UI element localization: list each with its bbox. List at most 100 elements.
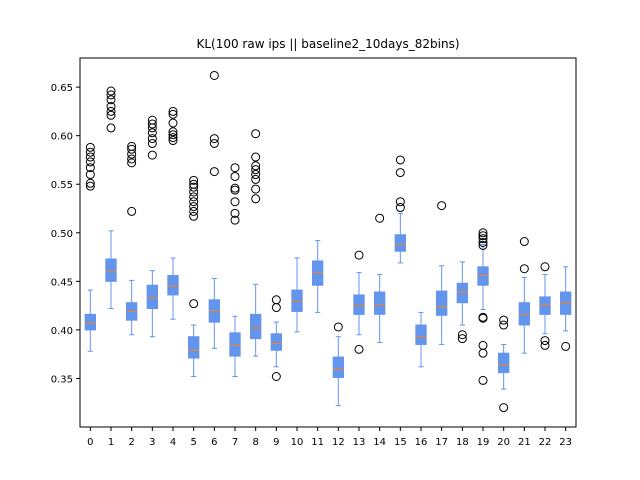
boxes-layer (84, 70, 572, 413)
flier-point (478, 375, 488, 385)
y-tick-label: 0.40 (51, 326, 73, 337)
flier-point (209, 138, 219, 148)
box-group-13 (353, 250, 365, 354)
box (146, 284, 159, 310)
x-tick-label: 23 (559, 437, 572, 448)
box-group-18 (456, 261, 468, 344)
flier-point (478, 348, 488, 358)
box-group-12 (332, 322, 344, 407)
flier-point (395, 155, 405, 165)
flier-point (271, 303, 281, 313)
box (539, 296, 551, 315)
x-tick-label: 16 (415, 437, 428, 448)
flier-point (251, 170, 261, 180)
x-tick-label: 3 (149, 437, 155, 448)
x-tick-label: 5 (190, 437, 196, 448)
box (84, 313, 96, 331)
x-tick-label: 19 (477, 437, 490, 448)
flier-point (251, 174, 261, 184)
flier-point (106, 110, 116, 120)
flier-point (85, 181, 95, 191)
flier-point (478, 234, 488, 244)
flier-point (147, 128, 157, 138)
flier-point (395, 197, 405, 207)
flier-point (85, 152, 95, 162)
flier-point (168, 106, 178, 116)
flier-point (106, 106, 116, 116)
flier-point (499, 315, 509, 325)
flier-point (540, 336, 550, 346)
flier-point (147, 115, 157, 125)
flier-point (478, 228, 488, 238)
chart-title: KL(100 raw ips || baseline2_10days_82bin… (196, 37, 459, 51)
box (415, 324, 427, 345)
y-tick-label: 0.50 (51, 229, 73, 240)
box-group-8 (250, 129, 262, 357)
flier-point (189, 299, 199, 309)
flier-point (230, 171, 240, 181)
flier-point (251, 161, 261, 171)
flier-point (540, 340, 550, 350)
x-tick-label: 22 (539, 437, 552, 448)
flier-point (251, 194, 261, 204)
flier-point (209, 167, 219, 177)
y-tick-label: 0.60 (51, 132, 73, 143)
flier-point (127, 206, 137, 216)
flier-point (85, 157, 95, 167)
x-tick-label: 0 (87, 437, 93, 448)
x-tick-label: 4 (170, 437, 176, 448)
flier-point (127, 141, 137, 151)
y-tick-label: 0.45 (51, 277, 73, 288)
flier-point (230, 215, 240, 225)
flier-point (168, 136, 178, 146)
flier-point (230, 197, 240, 207)
flier-point (519, 264, 529, 274)
flier-point (85, 163, 95, 173)
x-tick-label: 2 (128, 437, 134, 448)
box-group-11 (312, 240, 324, 313)
x-tick-label: 21 (518, 437, 531, 448)
flier-point (127, 144, 137, 154)
box-group-21 (518, 237, 531, 354)
flier-point (168, 133, 178, 143)
flier-point (85, 170, 95, 180)
flier-point (271, 295, 281, 305)
flier-point (375, 213, 385, 223)
plot-frame (79, 57, 577, 428)
flier-point (168, 109, 178, 119)
flier-point (127, 158, 137, 168)
box (374, 291, 386, 315)
flier-point (230, 185, 240, 195)
flier-point (499, 320, 509, 330)
flier-point (189, 179, 199, 189)
box-group-22 (539, 262, 551, 350)
x-tick-label: 6 (211, 437, 217, 448)
flier-point (106, 123, 116, 133)
y-tick-label: 0.55 (51, 180, 73, 191)
flier-point (251, 184, 261, 194)
box-group-19 (477, 228, 489, 385)
flier-point (85, 178, 95, 188)
flier-point (251, 165, 261, 175)
box (394, 234, 406, 252)
flier-point (271, 372, 281, 382)
flier-point (478, 238, 488, 247)
box (167, 275, 179, 296)
flier-point (395, 168, 405, 178)
flier-point (251, 152, 261, 162)
flier-point (189, 192, 199, 202)
box (332, 356, 344, 378)
flier-point (106, 90, 116, 100)
flier-point (106, 86, 116, 96)
x-axis: 0 1 2 3 4 5 6 7 8 9 10 11 12 13 14 15 16 17 18 19 20 21 22 23 (87, 427, 572, 448)
x-tick-label: 20 (497, 437, 510, 448)
flier-point (189, 206, 199, 216)
box-group-23 (560, 266, 572, 351)
box (270, 333, 282, 351)
flier-point (85, 142, 95, 152)
box-group-14 (374, 213, 386, 344)
y-tick-label: 0.65 (51, 83, 73, 94)
box (188, 336, 200, 359)
flier-point (189, 202, 199, 212)
